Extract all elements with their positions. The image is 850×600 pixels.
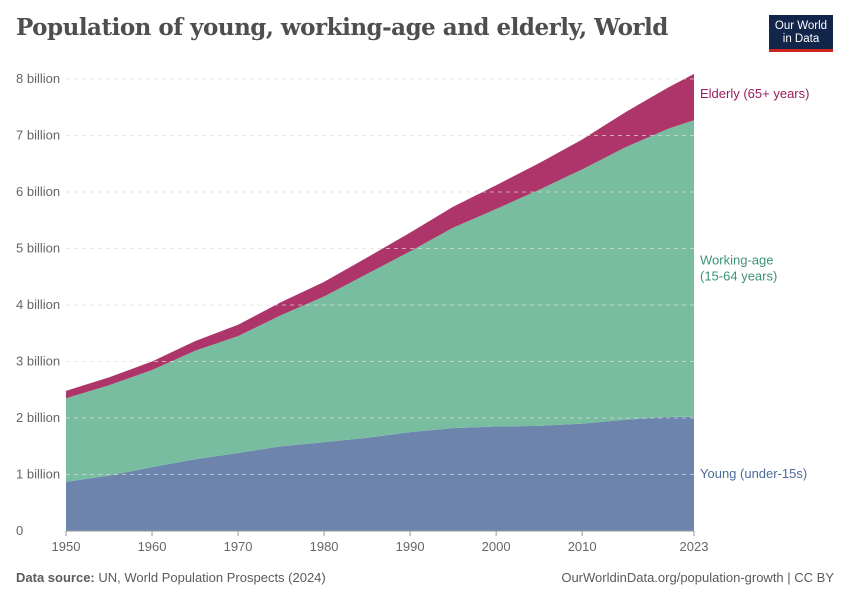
x-tick-label: 2010 [568, 539, 597, 554]
x-tick-label: 1960 [138, 539, 167, 554]
y-tick-label: 8 billion [16, 71, 60, 86]
x-tick-label: 2023 [680, 539, 709, 554]
logo-line1: Our World [774, 20, 828, 32]
y-tick-label: 5 billion [16, 241, 60, 256]
owid-logo[interactable]: Our World in Data [769, 15, 833, 52]
area-0 [66, 416, 694, 531]
data-source: Data source: UN, World Population Prospe… [16, 570, 326, 585]
source-label: Data source: [16, 570, 95, 585]
source-text: UN, World Population Prospects (2024) [98, 570, 326, 585]
series-label: (15-64 years) [700, 269, 777, 284]
x-tick-label: 2000 [482, 539, 511, 554]
x-tick-label: 1990 [396, 539, 425, 554]
footer-link[interactable]: OurWorldinData.org/population-growth | C… [561, 570, 834, 585]
y-tick-label: 6 billion [16, 184, 60, 199]
y-tick-label: 4 billion [16, 297, 60, 312]
y-tick-label: 3 billion [16, 354, 60, 369]
area-1 [66, 120, 694, 482]
y-tick-label: 7 billion [16, 128, 60, 143]
y-tick-label: 2 billion [16, 410, 60, 425]
y-tick-label: 1 billion [16, 467, 60, 482]
series-label: Working-age [700, 253, 773, 268]
stacked-area-chart: 0 1 billion 2 billion 3 billion 4 billion 5 b… [16, 71, 809, 554]
chart-title: Population of young, working-age and eld… [16, 14, 668, 41]
y-tick-label: 0 [16, 523, 23, 538]
logo-line2: in Data [782, 33, 820, 45]
x-tick-label: 1970 [224, 539, 253, 554]
series-label: Young (under-15s) [700, 466, 807, 481]
x-tick-label: 1980 [310, 539, 339, 554]
series-label: Elderly (65+ years) [700, 86, 809, 101]
x-tick-label: 1950 [52, 539, 81, 554]
